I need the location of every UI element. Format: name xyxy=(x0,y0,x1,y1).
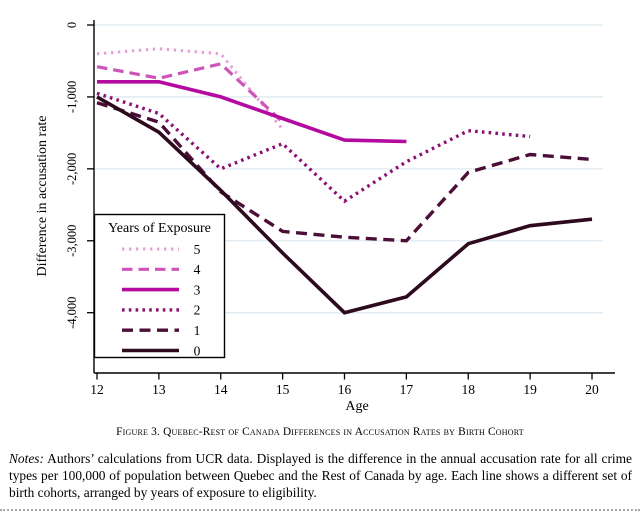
x-axis-title: Age xyxy=(345,399,368,414)
y-tick-label: -1,000 xyxy=(65,81,79,113)
y-tick-label: -2,000 xyxy=(65,153,79,185)
x-tick-label: 17 xyxy=(400,382,414,397)
series-line-4 xyxy=(96,62,284,124)
x-tick-label: 18 xyxy=(462,382,476,397)
legend-label-0: 0 xyxy=(194,343,201,358)
legend-label-2: 2 xyxy=(194,303,201,318)
series-line-1 xyxy=(96,101,593,243)
legend-title: Years of Exposure xyxy=(108,221,211,236)
figure-caption: Figure 3. Quebec-Rest of Canada Differen… xyxy=(116,426,524,438)
x-tick-label: 16 xyxy=(338,382,352,397)
x-tick-label: 13 xyxy=(152,382,166,397)
series-line-0 xyxy=(96,95,593,315)
page-edge-divider xyxy=(0,509,640,511)
series-line-2 xyxy=(96,91,531,204)
series-line-3 xyxy=(97,80,407,144)
notes-label: Notes: xyxy=(9,451,44,466)
y-tick-label: -3,000 xyxy=(65,225,79,257)
chart-area: 0 -1,000 -2,000 -3,000 -4,000 12 13 14 15 16 17 18 1… xyxy=(35,20,615,414)
legend-label-4: 4 xyxy=(194,262,201,277)
y-tick-label: -4,000 xyxy=(65,297,79,329)
notes-text: Authors’ calculations from UCR data. Dis… xyxy=(9,451,632,501)
series-line-5 xyxy=(96,47,284,131)
legend-box xyxy=(93,213,226,359)
legend-label-1: 1 xyxy=(194,323,201,338)
figure-notes: Notes: Authors’ calculations from UCR da… xyxy=(9,450,632,501)
x-tick-label: 20 xyxy=(585,382,599,397)
x-tick-label: 14 xyxy=(214,382,228,397)
legend-label-5: 5 xyxy=(194,242,201,257)
x-tick-label: 15 xyxy=(276,382,290,397)
y-axis-title: Difference in accusation rate xyxy=(35,115,50,276)
x-tick-label: 12 xyxy=(90,382,104,397)
legend-label-3: 3 xyxy=(194,282,201,297)
y-tick-label: 0 xyxy=(65,22,79,28)
x-tick-label: 19 xyxy=(523,382,537,397)
